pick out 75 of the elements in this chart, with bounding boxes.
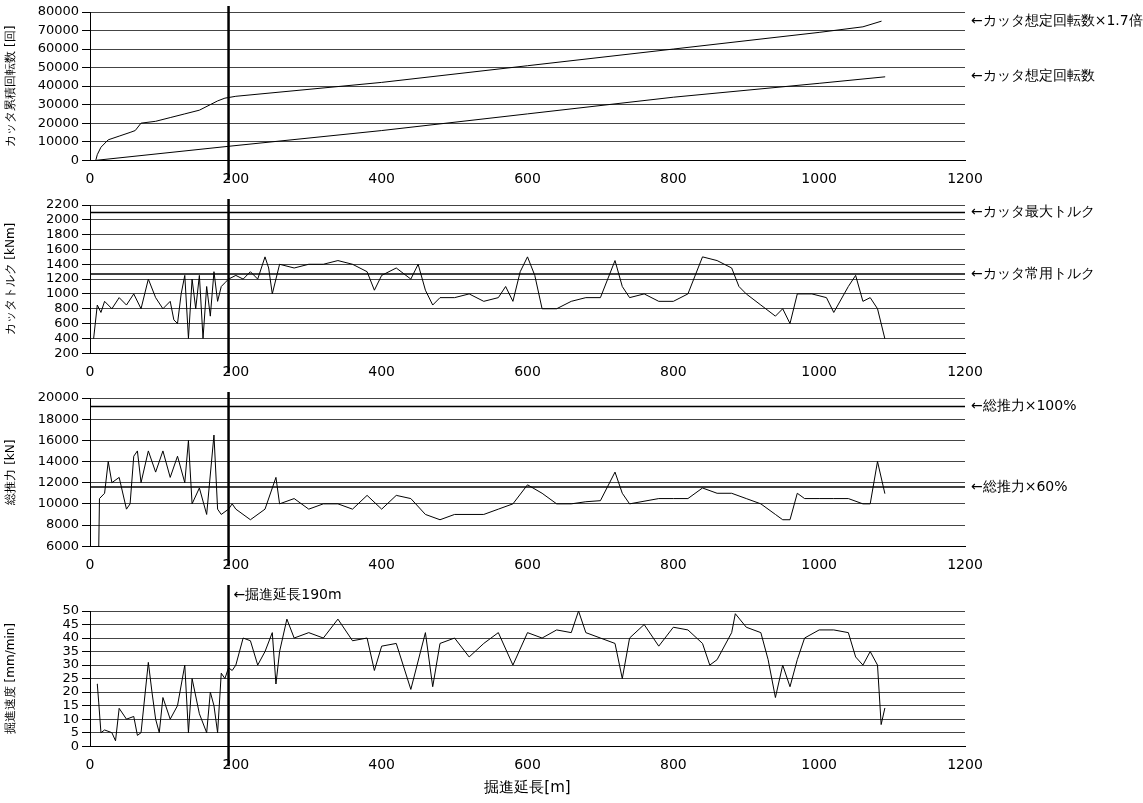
x-tick-label: 1200 [947,556,983,573]
x-tick-label: 0 [85,170,95,187]
y-axis-title: 総推力 [kN] [3,439,18,506]
y-tick-label: 1800 [45,226,79,242]
ref-line-label: ←総推力×60% [971,477,1068,494]
x-tick-label: 400 [368,363,396,380]
y-tick-label: 14000 [37,452,79,468]
y-tick-label: 0 [70,151,79,167]
y-tick-label: 40000 [37,77,79,93]
x-tick-label: 800 [659,170,687,187]
ref-line-label: ←総推力×100% [971,397,1077,414]
x-tick-label: 0 [85,363,95,380]
y-tick-label: 20000 [37,389,79,405]
y-tick-label: 30 [62,656,79,672]
x-tick-label: 400 [368,170,396,187]
ref-line-label: ←カッタ最大トルク [971,203,1095,220]
y-tick-label: 70000 [37,21,79,37]
y-tick-label: 45 [62,615,79,631]
y-tick-label: 18000 [37,410,79,426]
y-tick-label: 30000 [37,96,79,111]
x-tick-label: 0 [85,756,95,773]
y-tick-label: 600 [54,314,79,330]
text: ←カッタ想定回転数×1.7倍 [971,11,1143,28]
y-tick-label: 400 [54,329,79,345]
x-tick-label: 1000 [801,170,837,187]
x-tick-label: 600 [514,556,541,573]
y-tick-label: 25 [62,669,79,685]
y-tick-label: 2200 [45,196,79,212]
y-tick-label: 20000 [37,114,79,130]
x-tick-label: 1200 [947,170,983,187]
x-tick-label: 800 [659,363,687,380]
y-tick-label: 6000 [45,537,79,553]
x-tick-label: 400 [368,556,396,573]
x-tick-label: 400 [368,756,396,773]
y-tick-label: 20 [62,683,79,699]
y-tick-label: 8000 [45,516,79,532]
text: ←カッタ想定回転数 [971,67,1095,84]
y-tick-label: 60000 [37,40,79,56]
y-tick-label: 5 [70,724,79,740]
x-tick-label: 1200 [947,363,983,380]
y-tick-label: 40 [62,629,79,645]
x-tick-label: 1000 [801,556,837,573]
y-axis-title: カッタトルク [kNm] [3,222,18,336]
y-tick-label: 0 [70,737,79,753]
x-tick-label: 800 [659,556,687,573]
y-axis-title: カッタ累積回転数 [回] [3,25,18,147]
y-tick-label: 1400 [45,255,79,271]
x-tick-label: 600 [514,363,541,380]
y-axis-title: 掘進速度 [mm/min] [3,622,18,735]
x-tick-label: 0 [85,556,95,573]
y-tick-label: 800 [54,300,79,316]
y-tick-label: 1000 [45,285,79,301]
y-tick-label: 80000 [37,3,79,19]
y-tick-label: 50 [62,602,79,618]
y-tick-label: 10 [62,710,79,726]
x-tick-label: 1200 [947,756,983,773]
y-tick-label: 50000 [37,58,79,74]
x-tick-label: 1000 [801,756,837,773]
y-tick-label: 10000 [37,133,79,149]
x-tick-label: 800 [659,756,687,773]
x-tick-label: 1000 [801,363,837,380]
y-tick-label: 2000 [45,211,79,227]
y-tick-label: 12000 [37,474,79,490]
y-tick-label: 1200 [45,270,79,286]
ref-line-label: ←掘進延長190m [233,585,342,602]
x-tick-label: 600 [514,170,541,187]
x-tick-label: 600 [514,756,541,773]
y-tick-label: 10000 [37,495,79,511]
y-tick-label: 35 [62,642,79,658]
y-tick-label: 1600 [45,240,79,256]
x-axis-title: 掘進延長[m] [484,777,571,796]
ref-line-label: ←カッタ常用トルク [971,264,1095,281]
y-tick-label: 16000 [37,431,79,447]
y-tick-label: 200 [54,344,79,360]
y-tick-label: 15 [62,697,79,713]
